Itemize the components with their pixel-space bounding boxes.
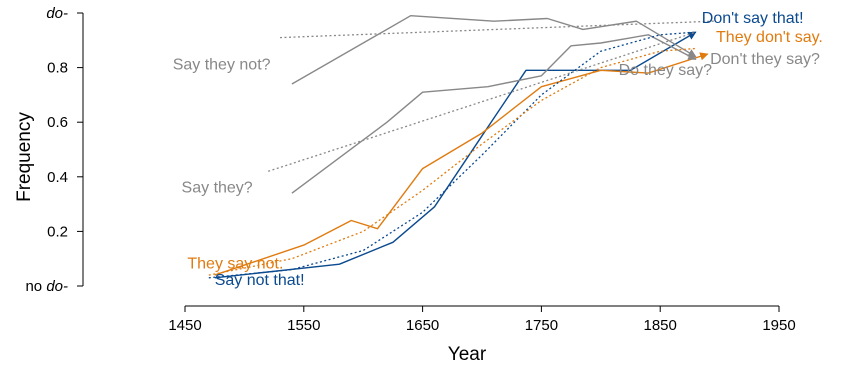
series-line-they-say-not <box>208 47 696 276</box>
x-tick-label: 1950 <box>762 317 795 334</box>
label-layer: Don't say that! They don't say. Don't they… <box>173 10 823 289</box>
y-tick-label: 0.2 <box>47 223 68 240</box>
x-tick-label: 1650 <box>406 317 439 334</box>
series-line-do-they-say <box>291 14 697 85</box>
series-label: Don't they say? <box>710 51 820 68</box>
axes: 1450 1550 1650 1750 1850 1950 no do- 0.2 0.4 0.6 0… <box>25 5 795 334</box>
series-label: Say they? <box>182 180 253 197</box>
series-line-say-they <box>267 31 697 172</box>
y-axis-title: Frequency <box>14 112 35 202</box>
series-label: They don't say. <box>716 29 823 46</box>
series-line-say-they-not <box>279 20 714 39</box>
x-axis-title: Year <box>448 344 487 365</box>
y-tick-label: 0.4 <box>47 169 68 186</box>
series-label: They say not. <box>187 255 283 272</box>
series-label: Say they not? <box>173 57 271 74</box>
y-tick-label: 0.8 <box>47 60 68 77</box>
x-tick-label: 1550 <box>287 317 320 334</box>
series-label: Do they say? <box>619 62 712 79</box>
x-tick-label: 1750 <box>525 317 558 334</box>
y-tick-label: no do- <box>25 278 68 295</box>
series-line-don-t-say-that <box>214 31 697 279</box>
y-tick-label: do- <box>46 5 68 22</box>
series-layer <box>208 14 714 279</box>
series-line-don-t-they-say <box>291 34 697 194</box>
series-line-they-don-t-say <box>214 52 709 276</box>
y-tick-label: 0.6 <box>47 114 68 131</box>
x-tick-label: 1850 <box>644 317 677 334</box>
x-tick-label: 1450 <box>168 317 201 334</box>
series-line-say-not-that <box>208 31 696 279</box>
series-label: Say not that! <box>215 272 305 289</box>
series-label: Don't say that! <box>702 10 804 27</box>
